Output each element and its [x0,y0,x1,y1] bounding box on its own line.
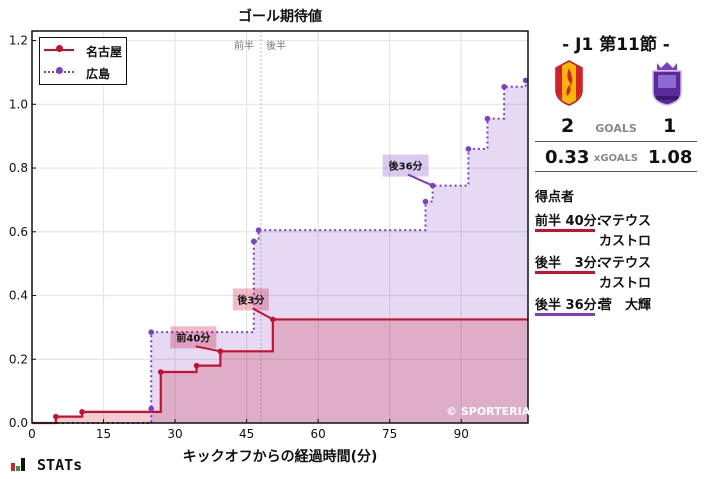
goal-annotation: 後36分 [389,160,423,173]
svg-text:0.6: 0.6 [9,225,28,239]
away-xg: 1.08 [648,147,693,168]
brand-label: STATs [37,456,83,474]
grid [31,31,528,424]
svg-text:0: 0 [28,427,36,441]
svg-text:0.8: 0.8 [9,161,28,175]
svg-text:1.0: 1.0 [9,97,28,111]
legend-item-away: 広島 [40,62,126,82]
svg-text:0.2: 0.2 [9,352,28,366]
chart-legend: 名古屋 広島 [39,37,127,85]
svg-text:30: 30 [167,427,182,441]
annotations: 前40分 後3分 後36分 [170,154,434,353]
stats-brand: STATs [10,456,82,474]
away-goals: 1 [663,115,677,137]
svg-text:45: 45 [239,427,254,441]
goal-annotation: 前40分 [176,331,210,344]
svg-text:0.4: 0.4 [9,289,28,303]
home-goals: 2 [561,115,575,137]
goal-time: 前半 40分: [535,210,602,232]
series-lines [32,77,529,425]
goal-time: 後半 3分: [535,252,602,274]
goal-annotation: 後3分 [237,293,264,306]
scorers-title: 得点者 [535,190,575,205]
scorer-entry: 前半 40分: マテウス カストロ [535,210,651,249]
chart-title: ゴール期待値 [238,9,322,25]
legend-item-home: 名古屋 [40,40,126,60]
svg-text:15: 15 [96,427,111,441]
series-fills [32,80,528,423]
round-title: - J1 第11節 - [562,35,670,55]
xg-label: xGOALS [593,153,639,164]
legend-label: 名古屋 [86,45,123,59]
goal-time: 後半 36分: [535,294,602,316]
svg-text:90: 90 [454,427,469,441]
scorer-name: カストロ [599,276,652,291]
axes: 0 15 30 45 60 75 90 0.0 0.2 0.4 0.6 0.8 1.0 1.2 [9,30,529,441]
nagoya-crest-icon [555,60,583,106]
hiroshima-crest-icon [652,62,682,106]
x-axis-label: キックオフからの経過時間(分) [182,449,378,465]
copyright: © SPORTERIA [446,405,531,418]
marker-dot-icon [56,67,63,74]
scorer-name: 菅 大輝 [599,298,652,313]
svg-text:1.2: 1.2 [9,34,28,48]
scorer-name: マテウス [599,214,652,229]
first-half-label: 前半 [234,39,254,52]
svg-text:75: 75 [382,427,397,441]
scorer-name: カストロ [599,234,652,249]
goals-row: 2 GOALS 1 [535,115,697,142]
marker-dot-icon [56,45,63,52]
scorer-entry: 後半 36分: 菅 大輝 [535,294,651,316]
legend-label: 広島 [86,67,111,81]
scorer-name: マテウス [599,256,652,271]
svg-text:60: 60 [311,427,326,441]
scorer-entry: 後半 3分: マテウス カストロ [535,252,651,291]
half-labels: 前半 後半 [234,39,286,52]
second-half-label: 後半 [266,39,286,52]
bar-chart-logo-icon [11,458,25,471]
xgoals-row: 0.33 xGOALS 1.08 [535,146,697,172]
home-xg: 0.33 [545,147,590,168]
goals-label: GOALS [595,122,637,135]
svg-text:0.0: 0.0 [9,416,28,430]
